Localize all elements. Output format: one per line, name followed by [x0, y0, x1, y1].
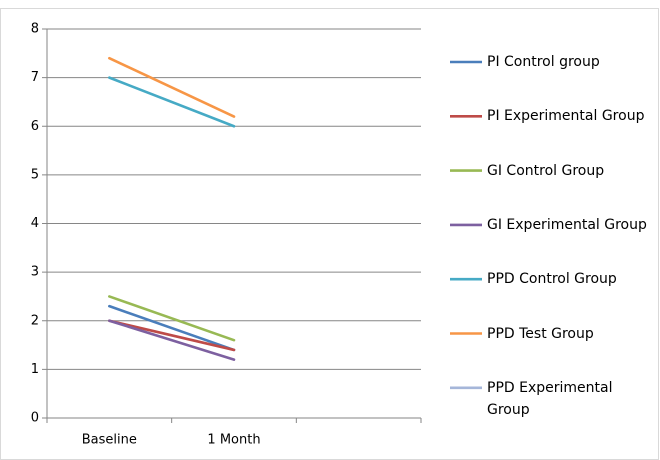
legend-label: PI Experimental Group: [487, 108, 645, 125]
y-tick-label: 7: [31, 70, 39, 85]
legend-label: PPD Test Group: [487, 325, 594, 342]
y-tick-label: 8: [31, 22, 39, 37]
y-tick-label: 5: [31, 167, 39, 182]
legend-label: PPD Control Group: [487, 271, 617, 288]
legend-label: PPD Experimental Group: [487, 379, 613, 418]
series-line: [108, 319, 236, 361]
legend-label: PI Control group: [487, 54, 600, 70]
y-tick-label: 0: [31, 411, 39, 426]
legend-label: GI Control Group: [487, 162, 605, 179]
y-tick-label: 4: [31, 216, 39, 231]
series-line: [108, 76, 236, 128]
x-tick-label: Baseline: [82, 433, 137, 448]
series-line: [108, 319, 236, 352]
series-line: [108, 56, 236, 118]
y-tick-label: 2: [31, 313, 39, 328]
x-tick-label: 1 Month: [207, 433, 260, 448]
y-tick-label: 6: [31, 119, 39, 134]
y-tick-label: 1: [31, 362, 39, 377]
series-line: [108, 304, 236, 352]
legend-label: GI Experimental Group: [487, 216, 647, 233]
y-tick-label: 3: [31, 265, 39, 280]
series-line: [108, 295, 236, 342]
